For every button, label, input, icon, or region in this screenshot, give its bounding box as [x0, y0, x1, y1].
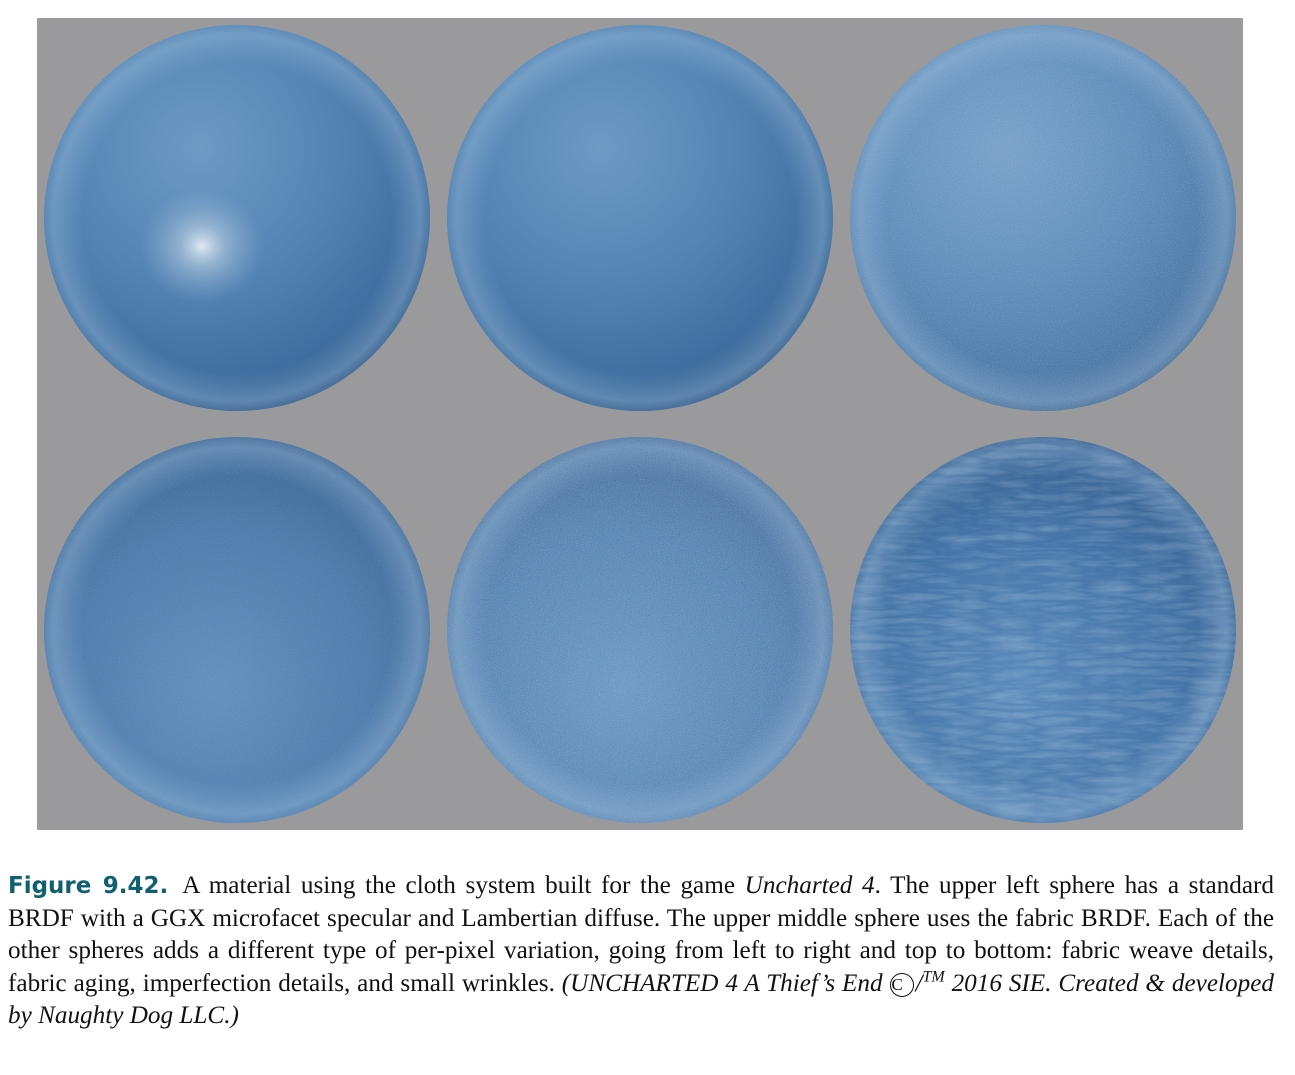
spheres-render — [37, 18, 1243, 830]
sphere-small-wrinkles — [850, 437, 1236, 823]
sphere-fabric-brdf — [447, 25, 833, 411]
caption-credit-2: 2016 SIE. Created & developed by Naughty… — [8, 969, 1274, 1030]
sphere-fabric-weave-details — [850, 25, 1236, 411]
sphere-standard-ggx-lambertian — [44, 25, 430, 411]
copyright-icon: C — [890, 972, 915, 997]
caption-credit-1: (UNCHARTED 4 A Thief’s End — [561, 969, 890, 997]
caption-slash: / — [915, 969, 923, 997]
caption-game-title: Uncharted 4 — [744, 872, 875, 899]
sphere-imperfection-details — [447, 437, 833, 823]
caption-text-2: . The upper left sphere has a standard B… — [8, 872, 1274, 997]
caption-text-1: A material using the cloth system built … — [182, 872, 745, 899]
figure-label: Figure 9.42. — [8, 873, 169, 899]
sphere-fabric-aging — [44, 437, 430, 823]
figure-caption: Figure 9.42. A material using the cloth s… — [8, 870, 1274, 1033]
trademark-mark: TM — [922, 968, 945, 986]
figure-image — [37, 18, 1243, 830]
